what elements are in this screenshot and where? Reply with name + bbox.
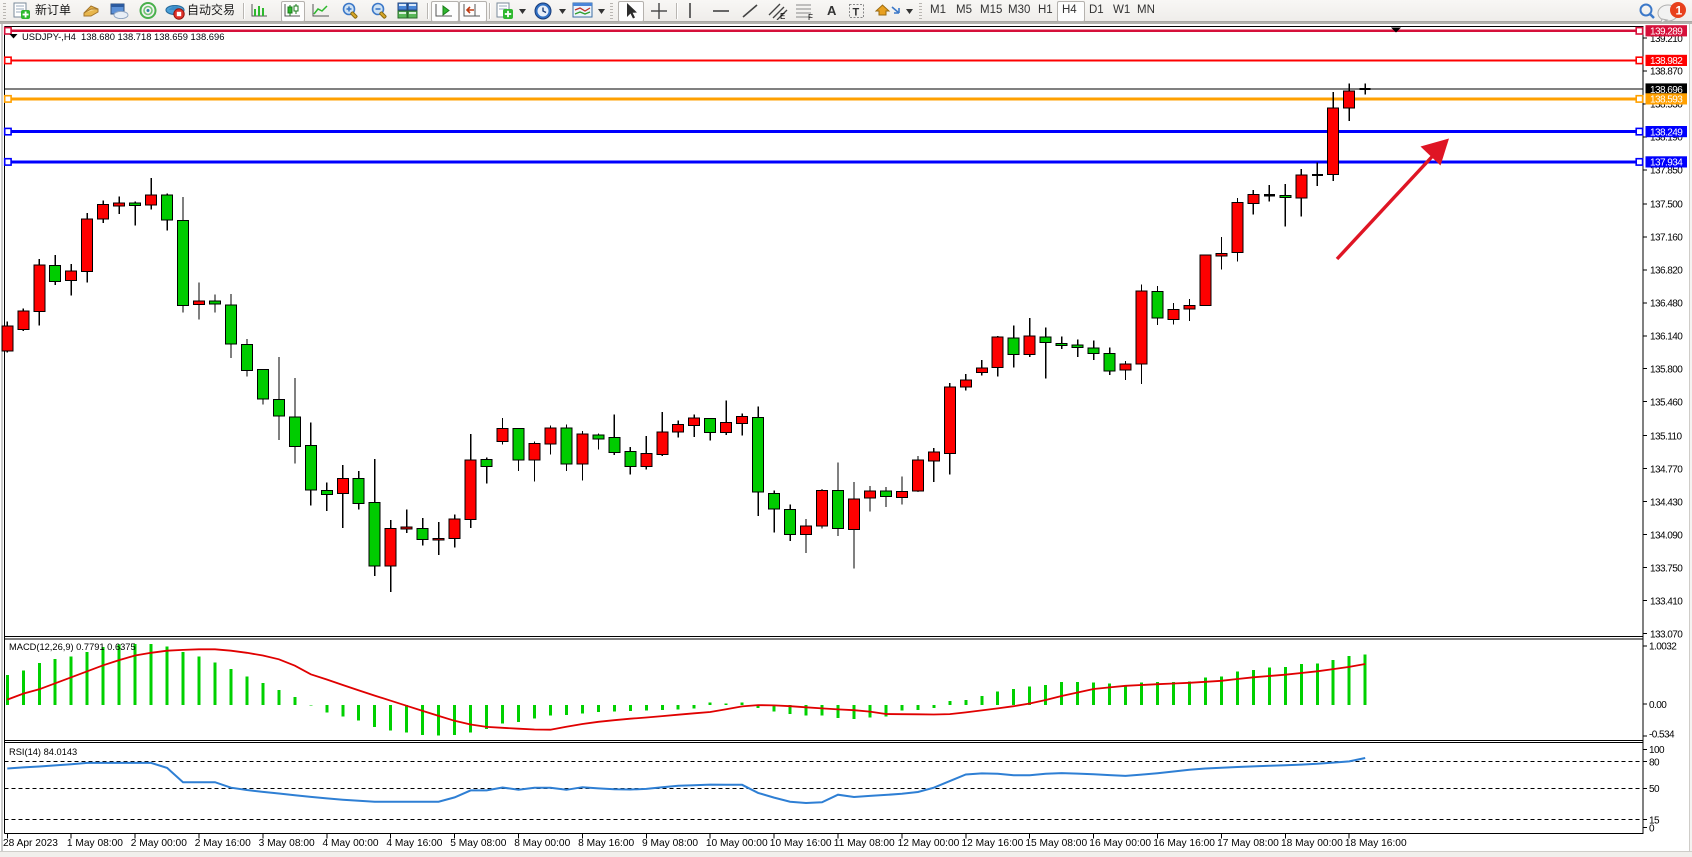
svg-text:RSI(14) 84.0143: RSI(14) 84.0143 [9,747,77,757]
svg-text:80: 80 [1649,758,1660,769]
svg-text:135.460: 135.460 [1650,398,1683,409]
svg-text:18 May 16:00: 18 May 16:00 [1345,838,1407,849]
svg-text:8 May 00:00: 8 May 00:00 [514,838,570,849]
svg-text:18 May 00:00: 18 May 00:00 [1281,838,1343,849]
svg-text:134.770: 134.770 [1650,464,1683,475]
svg-text:USDJPY-,H4 138.680 138.718 13: USDJPY-,H4 138.680 138.718 138.659 138.6… [22,31,224,42]
svg-text:16 May 16:00: 16 May 16:00 [1153,838,1215,849]
svg-text:139.210: 139.210 [1650,34,1683,45]
svg-text:135.110: 135.110 [1650,432,1683,443]
svg-text:134.090: 134.090 [1650,530,1683,541]
svg-text:1.0032: 1.0032 [1649,642,1677,653]
svg-text:MACD(12,26,9) 0.7791 0.6375: MACD(12,26,9) 0.7791 0.6375 [9,642,136,652]
svg-text:134.430: 134.430 [1650,497,1683,508]
svg-text:15 May 08:00: 15 May 08:00 [1025,838,1087,849]
svg-text:5 May 08:00: 5 May 08:00 [450,838,506,849]
svg-text:16 May 00:00: 16 May 00:00 [1089,838,1151,849]
svg-text:0.00: 0.00 [1649,700,1667,711]
svg-text:2 May 00:00: 2 May 00:00 [131,838,187,849]
svg-text:133.750: 133.750 [1650,563,1683,574]
svg-text:T: T [853,7,860,19]
svg-text:138.190: 138.190 [1650,133,1683,144]
svg-text:4 May 00:00: 4 May 00:00 [323,838,379,849]
svg-text:138.249: 138.249 [1650,127,1683,138]
svg-text:15: 15 [1649,816,1660,827]
svg-text:136.140: 136.140 [1650,332,1683,343]
svg-text:9 May 08:00: 9 May 08:00 [642,838,698,849]
svg-text:135.800: 135.800 [1650,365,1683,376]
svg-text:E: E [780,12,785,20]
svg-text:137.850: 137.850 [1650,166,1683,177]
svg-text:133.410: 133.410 [1650,596,1683,607]
svg-text:100: 100 [1649,745,1665,756]
svg-text:12 May 16:00: 12 May 16:00 [962,838,1024,849]
svg-text:138.870: 138.870 [1650,67,1683,78]
svg-text:137.934: 137.934 [1650,158,1683,169]
svg-text:4 May 16:00: 4 May 16:00 [386,838,442,849]
svg-text:2 May 16:00: 2 May 16:00 [195,838,251,849]
svg-text:136.820: 136.820 [1650,266,1683,277]
svg-text:8 May 16:00: 8 May 16:00 [578,838,634,849]
svg-text:0: 0 [1649,824,1655,835]
svg-text:138.530: 138.530 [1650,100,1683,111]
svg-text:10 May 00:00: 10 May 00:00 [706,838,768,849]
svg-text:12 May 00:00: 12 May 00:00 [898,838,960,849]
svg-text:F: F [808,13,813,20]
svg-text:3 May 08:00: 3 May 08:00 [259,838,315,849]
svg-text:136.480: 136.480 [1650,299,1683,310]
svg-text:137.160: 137.160 [1650,233,1683,244]
svg-text:138.696: 138.696 [1650,85,1683,96]
svg-text:50: 50 [1649,784,1660,795]
svg-text:138.593: 138.593 [1650,95,1683,106]
svg-text:133.070: 133.070 [1650,629,1683,640]
svg-text:28 Apr 2023: 28 Apr 2023 [3,838,58,849]
svg-text:139.289: 139.289 [1650,27,1683,38]
svg-text:10 May 16:00: 10 May 16:00 [770,838,832,849]
svg-text:138.982: 138.982 [1650,56,1683,67]
svg-text:137.500: 137.500 [1650,200,1683,211]
svg-text:11 May 08:00: 11 May 08:00 [834,838,895,849]
svg-text:1: 1 [1676,4,1683,18]
svg-text:1 May 08:00: 1 May 08:00 [67,838,123,849]
svg-text:17 May 08:00: 17 May 08:00 [1217,838,1279,849]
svg-text:-0.534: -0.534 [1649,730,1675,741]
